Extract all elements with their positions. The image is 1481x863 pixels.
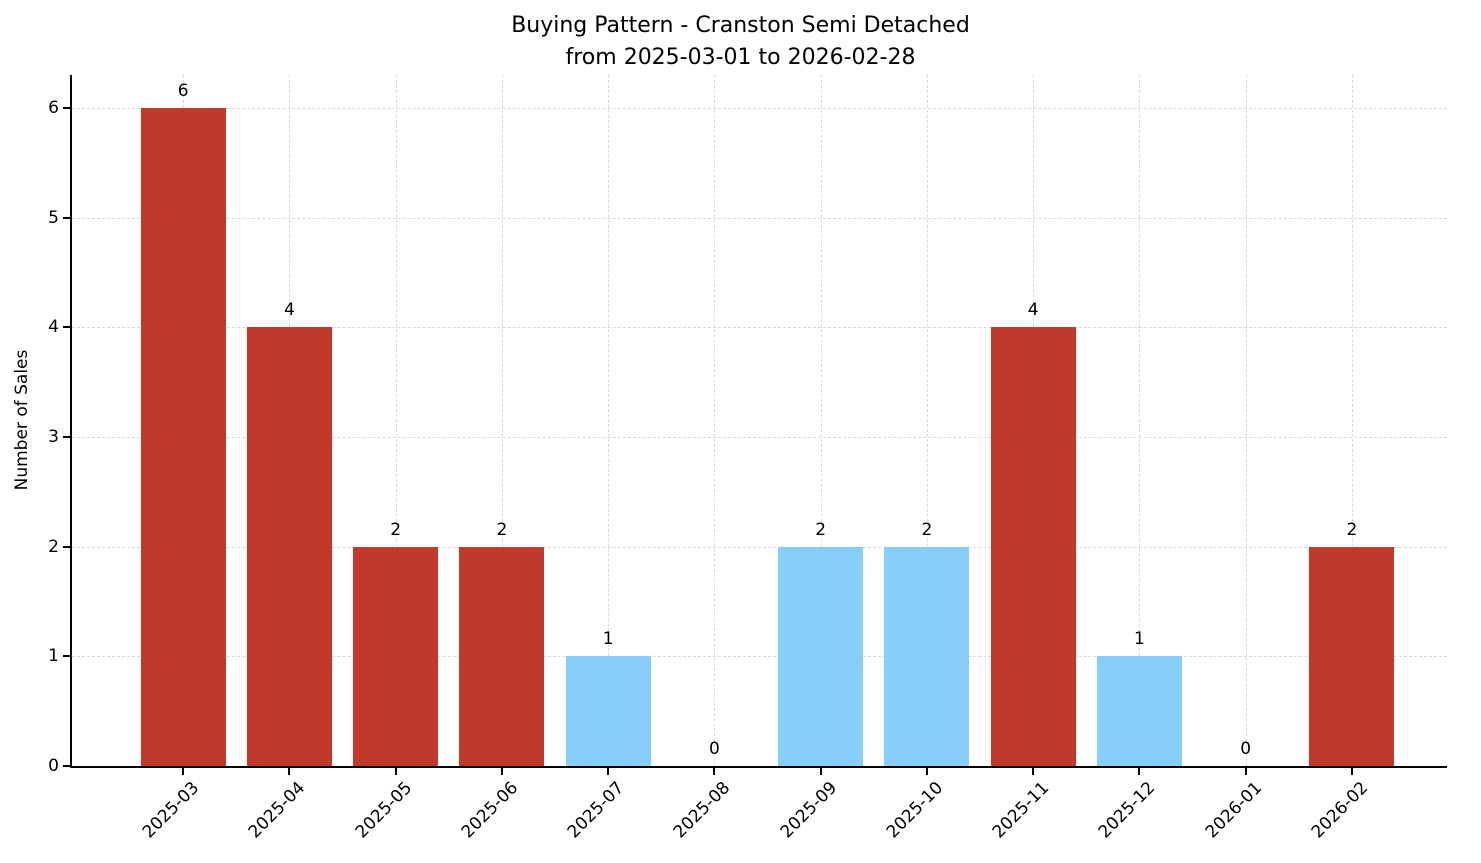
x-tick-mark bbox=[713, 766, 716, 775]
y-tick-mark bbox=[63, 765, 72, 767]
v-gridline bbox=[501, 75, 503, 766]
y-tick-mark bbox=[63, 435, 72, 438]
x-tick-mark bbox=[819, 766, 822, 775]
x-tick-label: 2025-12 bbox=[1095, 778, 1160, 843]
x-tick-mark bbox=[1032, 766, 1035, 775]
chart-title-line1: Buying Pattern - Cranston Semi Detached bbox=[511, 13, 970, 38]
y-tick-label: 3 bbox=[48, 426, 59, 447]
y-tick-label: 6 bbox=[48, 97, 59, 118]
x-tick-mark bbox=[394, 766, 397, 775]
x-tick-mark bbox=[1244, 766, 1247, 775]
v-gridline bbox=[820, 75, 822, 766]
bar-value-label: 4 bbox=[1027, 300, 1039, 321]
x-tick-label: 2025-06 bbox=[457, 778, 523, 843]
bar-2025-04 bbox=[246, 327, 332, 766]
bar-value-label: 2 bbox=[815, 519, 827, 540]
chart-title-line2: from 2025-03-01 to 2026-02-28 bbox=[565, 44, 916, 70]
y-axis-spine bbox=[70, 75, 72, 768]
y-tick-label: 2 bbox=[48, 536, 59, 557]
y-tick-label: 1 bbox=[48, 646, 59, 667]
x-tick-mark bbox=[925, 766, 928, 775]
y-axis-label: Number of Sales bbox=[12, 349, 32, 491]
h-gridline bbox=[72, 656, 1447, 658]
v-gridline bbox=[1139, 75, 1141, 766]
x-tick-label: 2025-11 bbox=[988, 778, 1054, 843]
x-tick-label: 2025-05 bbox=[351, 778, 416, 843]
bar-value-label: 1 bbox=[1133, 629, 1145, 650]
bar-value-label: 0 bbox=[1240, 739, 1252, 759]
bar-value-label: 2 bbox=[496, 519, 508, 540]
x-tick-mark bbox=[1350, 766, 1353, 775]
h-gridline bbox=[72, 107, 1447, 109]
y-tick-mark bbox=[63, 106, 72, 109]
y-tick-label: 5 bbox=[48, 207, 59, 228]
bar-value-label: 2 bbox=[921, 519, 933, 540]
bar-value-label: 2 bbox=[390, 519, 402, 540]
bar-2025-12 bbox=[1096, 656, 1182, 766]
y-tick-label: 0 bbox=[48, 756, 59, 776]
bar-value-label: 4 bbox=[283, 300, 295, 321]
v-gridline bbox=[1351, 75, 1353, 766]
y-tick-mark bbox=[63, 655, 72, 658]
v-gridline bbox=[608, 75, 610, 766]
y-tick-mark bbox=[63, 326, 72, 329]
bar-2025-03 bbox=[140, 107, 226, 766]
x-tick-mark bbox=[500, 766, 503, 775]
y-tick-mark bbox=[63, 545, 72, 548]
bar-2025-05 bbox=[353, 546, 439, 766]
x-tick-label: 2025-03 bbox=[138, 778, 204, 843]
h-gridline bbox=[72, 546, 1447, 548]
bar-2026-02 bbox=[1309, 546, 1395, 766]
v-gridline bbox=[714, 75, 716, 766]
bar-value-label: 6 bbox=[177, 80, 189, 101]
x-tick-mark bbox=[607, 766, 610, 775]
bar-2025-07 bbox=[565, 656, 651, 766]
bar-2025-09 bbox=[778, 546, 864, 766]
y-tick-label: 4 bbox=[48, 317, 59, 338]
v-gridline bbox=[395, 75, 397, 766]
x-axis-spine bbox=[70, 766, 1447, 768]
x-tick-mark bbox=[182, 766, 185, 775]
bar-2025-10 bbox=[884, 546, 970, 766]
x-tick-label: 2026-02 bbox=[1307, 778, 1373, 843]
x-tick-label: 2025-08 bbox=[670, 778, 735, 843]
v-gridline bbox=[926, 75, 928, 766]
h-gridline bbox=[72, 436, 1447, 438]
x-tick-label: 2025-07 bbox=[563, 778, 629, 843]
x-tick-label: 2025-09 bbox=[776, 778, 841, 843]
x-tick-label: 2025-10 bbox=[882, 778, 948, 843]
x-tick-label: 2025-04 bbox=[245, 778, 310, 843]
bar-value-label: 2 bbox=[1346, 519, 1358, 540]
x-tick-label: 2026-01 bbox=[1201, 778, 1266, 843]
h-gridline bbox=[72, 217, 1447, 219]
bar-value-label: 1 bbox=[602, 629, 614, 650]
x-tick-mark bbox=[1138, 766, 1141, 775]
bar-2025-11 bbox=[990, 327, 1076, 766]
bar-2025-06 bbox=[459, 546, 545, 766]
y-tick-mark bbox=[63, 216, 72, 219]
x-tick-mark bbox=[288, 766, 291, 775]
chart-title: Buying Pattern - Cranston Semi Detached … bbox=[0, 10, 1481, 74]
bar-value-label: 0 bbox=[708, 739, 720, 759]
h-gridline bbox=[72, 327, 1447, 329]
v-gridline bbox=[1245, 75, 1247, 766]
